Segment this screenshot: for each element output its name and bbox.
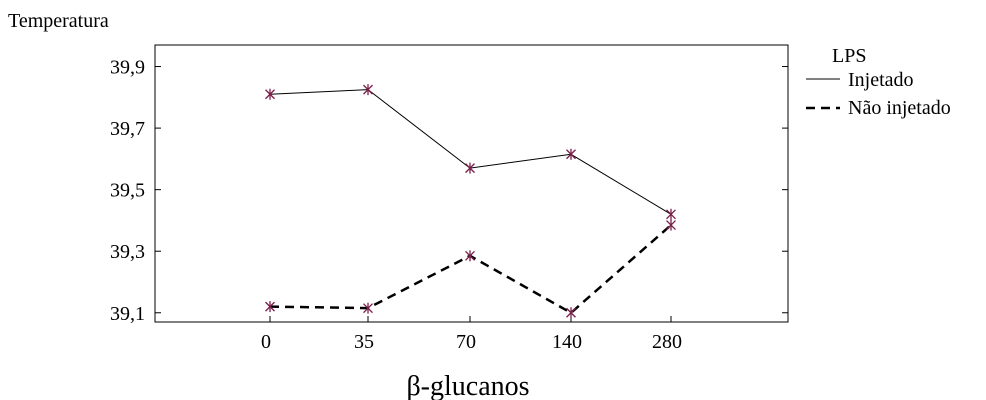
series-line-0 — [269, 89, 672, 215]
legend-label-nao-injetado: Não injetado — [848, 97, 951, 119]
legend: LPS Injetado Não injetado — [806, 45, 951, 119]
y-axis-title: Temperatura — [8, 10, 109, 32]
data-point — [363, 302, 373, 314]
series-layer — [265, 84, 676, 319]
data-point — [666, 208, 676, 220]
x-axis-title: β-glucanos — [406, 371, 529, 400]
data-point — [666, 219, 676, 231]
y-tick-label: 39,3 — [110, 241, 145, 263]
plot-frame — [154, 44, 789, 323]
data-point — [465, 250, 475, 262]
legend-title: LPS — [832, 45, 866, 67]
x-tick-label: 35 — [354, 331, 374, 353]
x-tick-label: 70 — [456, 331, 476, 353]
y-axis: 39,1 39,3 39,5 39,7 39,9 — [110, 57, 788, 325]
data-point — [265, 301, 275, 313]
y-tick-label: 39,1 — [110, 303, 145, 325]
y-tick-label: 39,7 — [110, 118, 145, 140]
data-point — [265, 88, 275, 100]
series-line-1 — [269, 224, 672, 315]
y-tick-label: 39,9 — [110, 57, 145, 79]
data-point — [465, 162, 475, 174]
x-tick-label: 280 — [652, 331, 682, 353]
legend-label-injetado: Injetado — [848, 69, 914, 91]
y-tick-label: 39,5 — [110, 180, 145, 202]
data-point — [566, 148, 576, 160]
x-axis: 0 35 70 140 280 — [261, 316, 682, 353]
data-point — [566, 307, 576, 319]
x-tick-label: 0 — [261, 331, 271, 353]
data-point — [363, 84, 373, 96]
x-tick-label: 140 — [552, 331, 582, 353]
